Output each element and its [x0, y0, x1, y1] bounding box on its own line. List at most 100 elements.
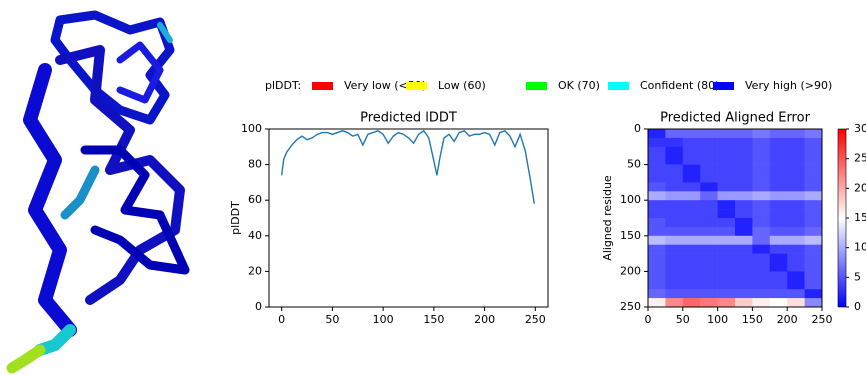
x-tick-label: 50: [325, 313, 339, 326]
heatmap-cell: [735, 165, 753, 174]
heatmap-cell: [718, 298, 736, 307]
heatmap-cell: [648, 271, 666, 280]
x-tick-label: 200: [474, 313, 495, 326]
heatmap-cell: [700, 138, 718, 147]
heatmap-cell: [805, 174, 823, 183]
heatmap-cell: [683, 245, 701, 254]
heatmap-cell: [752, 271, 770, 280]
heatmap-cell: [718, 138, 736, 147]
colorbar-tick-label: 15: [854, 211, 866, 224]
heatmap-cell: [700, 191, 718, 200]
heatmap-cell: [770, 200, 788, 209]
heatmap-cell: [648, 209, 666, 218]
heatmap-cell: [700, 200, 718, 209]
x-tick-label: 150: [742, 313, 763, 326]
y-tick-label: 20: [248, 264, 262, 277]
y-axis-label: plDDT: [229, 201, 242, 235]
heatmap-cell: [770, 182, 788, 191]
y-tick-label: 50: [627, 158, 641, 171]
heatmap-cell: [648, 280, 666, 289]
heatmap-cell: [665, 245, 683, 254]
heatmap-cell: [700, 289, 718, 298]
heatmap-cell: [805, 129, 823, 138]
heatmap-cell: [787, 182, 805, 191]
heatmap-cell: [787, 156, 805, 165]
heatmap-cell: [718, 147, 736, 156]
heatmap-cell: [787, 218, 805, 227]
heatmap-cell: [683, 280, 701, 289]
heatmap-cell: [770, 156, 788, 165]
heatmap-cell: [805, 236, 823, 245]
heatmap-cell: [665, 191, 683, 200]
heatmap-cell: [683, 263, 701, 272]
heatmap-cell: [700, 271, 718, 280]
heatmap-cell: [648, 191, 666, 200]
heatmap-cell: [648, 174, 666, 183]
heatmap-cell: [752, 254, 770, 263]
heatmap-cell: [665, 271, 683, 280]
heatmap-cell: [683, 271, 701, 280]
heatmap-cell: [735, 271, 753, 280]
legend-swatch: [608, 82, 629, 90]
heatmap-cell: [770, 245, 788, 254]
colorbar: [838, 129, 846, 307]
y-tick-label: 200: [620, 264, 641, 277]
heatmap-cell: [805, 218, 823, 227]
legend-label: OK (70): [558, 79, 600, 92]
heatmap-cell: [665, 227, 683, 236]
figure: plDDT:Very low (<50)Low (60)OK (70)Confi…: [0, 0, 866, 375]
heatmap-cell: [770, 263, 788, 272]
y-tick-label: 100: [241, 122, 262, 135]
heatmap-cell: [787, 129, 805, 138]
heatmap-cell: [752, 156, 770, 165]
heatmap-cell: [770, 298, 788, 307]
heatmap-cell: [770, 191, 788, 200]
heatmap-cell: [683, 147, 701, 156]
y-tick-label: 0: [634, 122, 641, 135]
heatmap-cell: [700, 129, 718, 138]
heatmap-cell: [787, 289, 805, 298]
heatmap-cell: [718, 156, 736, 165]
heatmap-cell: [665, 298, 683, 307]
heatmap-cell: [665, 182, 683, 191]
heatmap-cell: [700, 280, 718, 289]
heatmap-cell: [770, 209, 788, 218]
y-tick-label: 40: [248, 229, 262, 242]
heatmap-cell: [752, 129, 770, 138]
heatmap-cell: [648, 200, 666, 209]
heatmap-cell: [683, 218, 701, 227]
heatmap-cell: [752, 227, 770, 236]
heatmap-cell: [752, 191, 770, 200]
heatmap-cell: [700, 298, 718, 307]
colorbar-tick-label: 30: [854, 122, 866, 135]
heatmap-cell: [735, 263, 753, 272]
x-tick-label: 250: [812, 313, 833, 326]
heatmap-cell: [805, 200, 823, 209]
heatmap-cell: [752, 263, 770, 272]
heatmap-cell: [805, 289, 823, 298]
heatmap-cell: [770, 165, 788, 174]
heatmap-cell: [770, 218, 788, 227]
heatmap-cell: [718, 218, 736, 227]
heatmap-cell: [718, 200, 736, 209]
legend-label: Very high (>90): [745, 79, 832, 92]
heatmap-cell: [665, 138, 683, 147]
heatmap-cell: [735, 156, 753, 165]
heatmap-cell: [683, 174, 701, 183]
x-tick-label: 100: [373, 313, 394, 326]
heatmap-cell: [787, 174, 805, 183]
heatmap-cell: [665, 147, 683, 156]
heatmap-cell: [805, 271, 823, 280]
heatmap-cell: [770, 289, 788, 298]
legend-title: plDDT:: [265, 79, 301, 92]
heatmap-cell: [752, 138, 770, 147]
y-tick-label: 150: [620, 229, 641, 242]
heatmap-cell: [648, 298, 666, 307]
heatmap-cell: [752, 218, 770, 227]
heatmap-cell: [770, 254, 788, 263]
plot-frame: [269, 129, 548, 307]
x-tick-label: 0: [645, 313, 652, 326]
heatmap-cell: [735, 191, 753, 200]
heatmap-cell: [805, 147, 823, 156]
heatmap-cell: [805, 298, 823, 307]
